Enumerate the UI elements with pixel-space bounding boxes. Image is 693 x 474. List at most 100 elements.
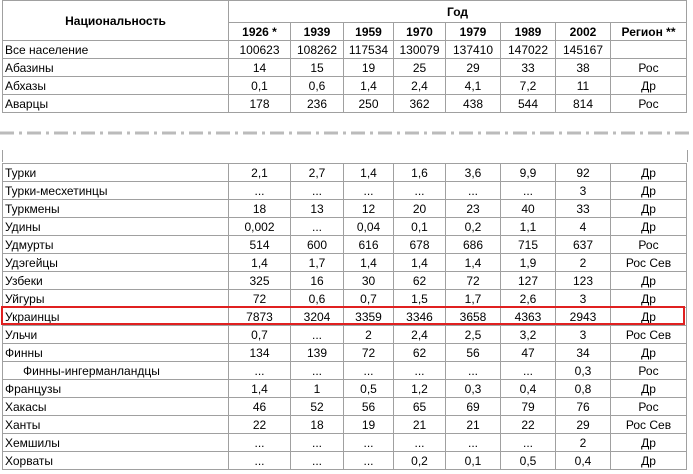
cell: 76 (555, 397, 611, 416)
cell: 0,1 (393, 217, 446, 236)
row-name: Французы (2, 379, 229, 398)
cell: ... (445, 433, 501, 452)
cell: 0,2 (445, 217, 501, 236)
cell: 4 (555, 217, 611, 236)
column-header: 1939 (290, 22, 344, 41)
cell: ... (500, 181, 556, 200)
cell: ... (343, 433, 394, 452)
cell: Др (610, 199, 687, 218)
column-header: 1959 (343, 22, 394, 41)
cell: 2,6 (500, 289, 556, 308)
cell: ... (228, 181, 291, 200)
cell: Др (610, 343, 687, 362)
table-row: Все население 100623 108262 117534 130079 137… (2, 40, 687, 59)
cell: 325 (228, 271, 291, 290)
cell: 145167 (555, 40, 611, 59)
cell: 3346 (393, 307, 446, 326)
header-name: Национальность (2, 0, 229, 41)
cell: 13 (290, 199, 344, 218)
cell: 46 (228, 397, 291, 416)
cell: 0,7 (228, 325, 291, 344)
cell: 14 (228, 58, 291, 77)
cell: 0,6 (290, 289, 344, 308)
cell: Рос Сев (610, 325, 687, 344)
table-row: Узбеки 325 16 30 62 72 127 123 Др (2, 271, 687, 290)
table-row: Аварцы 178 236 250 362 438 544 814 Рос (2, 94, 687, 113)
cell: 0,4 (555, 451, 611, 470)
cell: 9,9 (500, 163, 556, 182)
column-header: Регион ** (610, 22, 687, 41)
table-row: Хемшилы.................. 2 Др (2, 433, 687, 452)
table-header: Национальность Год 1926 * 1939 1959 1970 197… (2, 0, 687, 41)
cell: 544 (500, 94, 556, 113)
table-row: Французы 1,4 1 0,5 1,2 0,3 0,4 0,8 Др (2, 379, 687, 398)
cell: 79 (500, 397, 556, 416)
cell: 1,4 (445, 253, 501, 272)
cell: 19 (343, 58, 394, 77)
cell: ... (445, 361, 501, 380)
row-name: Ульчи (2, 325, 229, 344)
cell: 178 (228, 94, 291, 113)
table-body: Турки 2,1 2,7 1,4 1,6 3,6 9,9 92 Др Турки-месхети… (2, 163, 687, 470)
column-header: 1979 (445, 22, 501, 41)
cell: Рос (610, 235, 687, 254)
cell: ... (445, 181, 501, 200)
cell: 137410 (445, 40, 501, 59)
cell: Рос (610, 397, 687, 416)
cell: 33 (500, 58, 556, 77)
cell: 2,4 (393, 325, 446, 344)
cell: 92 (555, 163, 611, 182)
cell: 72 (445, 271, 501, 290)
cell: 1,4 (228, 379, 291, 398)
cell: ... (500, 361, 556, 380)
cut-row (2, 150, 688, 162)
table-row: Финны-ингерманландцы.................. 0,… (2, 361, 687, 380)
cell: 25 (393, 58, 446, 77)
table-row: Турки-месхетинцы.................. 3 Др (2, 181, 687, 200)
cell: Др (610, 271, 687, 290)
row-name: Хемшилы (2, 433, 229, 452)
cell: ... (290, 217, 344, 236)
table-row: Уйгуры 72 0,6 0,7 1,5 1,7 2,6 3 Др (2, 289, 687, 308)
cell: Др (610, 307, 687, 326)
cell: Др (610, 76, 687, 95)
column-header: 1989 (500, 22, 556, 41)
cell: 2,7 (290, 163, 344, 182)
table-row: Финны 134 139 72 62 56 47 34 Др (2, 343, 687, 362)
cell: 3 (555, 325, 611, 344)
cell: 34 (555, 343, 611, 362)
cell: ... (343, 361, 394, 380)
cell: 72 (343, 343, 394, 362)
cell: 0,04 (343, 217, 394, 236)
cell: 7,2 (500, 76, 556, 95)
table-row: Удэгейцы 1,4 1,7 1,4 1,4 1,4 1,9 2 Рос Сев (2, 253, 687, 272)
cell: 100623 (228, 40, 291, 59)
cell: 62 (393, 271, 446, 290)
table-row: Хорваты......... 0,2 0,1 0,5 0,4 Др (2, 451, 687, 470)
cell: 0,1 (445, 451, 501, 470)
table-row: Удины 0,002... 0,04 0,1 0,2 1,1 4 Др (2, 217, 687, 236)
cell: 21 (445, 415, 501, 434)
cell: 1,1 (500, 217, 556, 236)
cell: 29 (445, 58, 501, 77)
row-name: Все население (2, 40, 229, 59)
cell: 236 (290, 94, 344, 113)
cell: 3658 (445, 307, 501, 326)
table-top: Национальность Год 1926 * 1939 1959 1970 197… (2, 0, 687, 113)
cell: 23 (445, 199, 501, 218)
cell: 0,3 (555, 361, 611, 380)
cell: 2 (343, 325, 394, 344)
cell: 0,4 (500, 379, 556, 398)
row-name: Удины (2, 217, 229, 236)
cell: ... (343, 451, 394, 470)
row-name: Аварцы (2, 94, 229, 113)
cell: Рос Сев (610, 415, 687, 434)
cell: 2 (555, 253, 611, 272)
row-name: Хорваты (2, 451, 229, 470)
cell: 600 (290, 235, 344, 254)
cell: 56 (343, 397, 394, 416)
row-name: Украинцы (2, 307, 229, 326)
cell: 22 (500, 415, 556, 434)
cell: 0,002 (228, 217, 291, 236)
cell: Рос (610, 94, 687, 113)
